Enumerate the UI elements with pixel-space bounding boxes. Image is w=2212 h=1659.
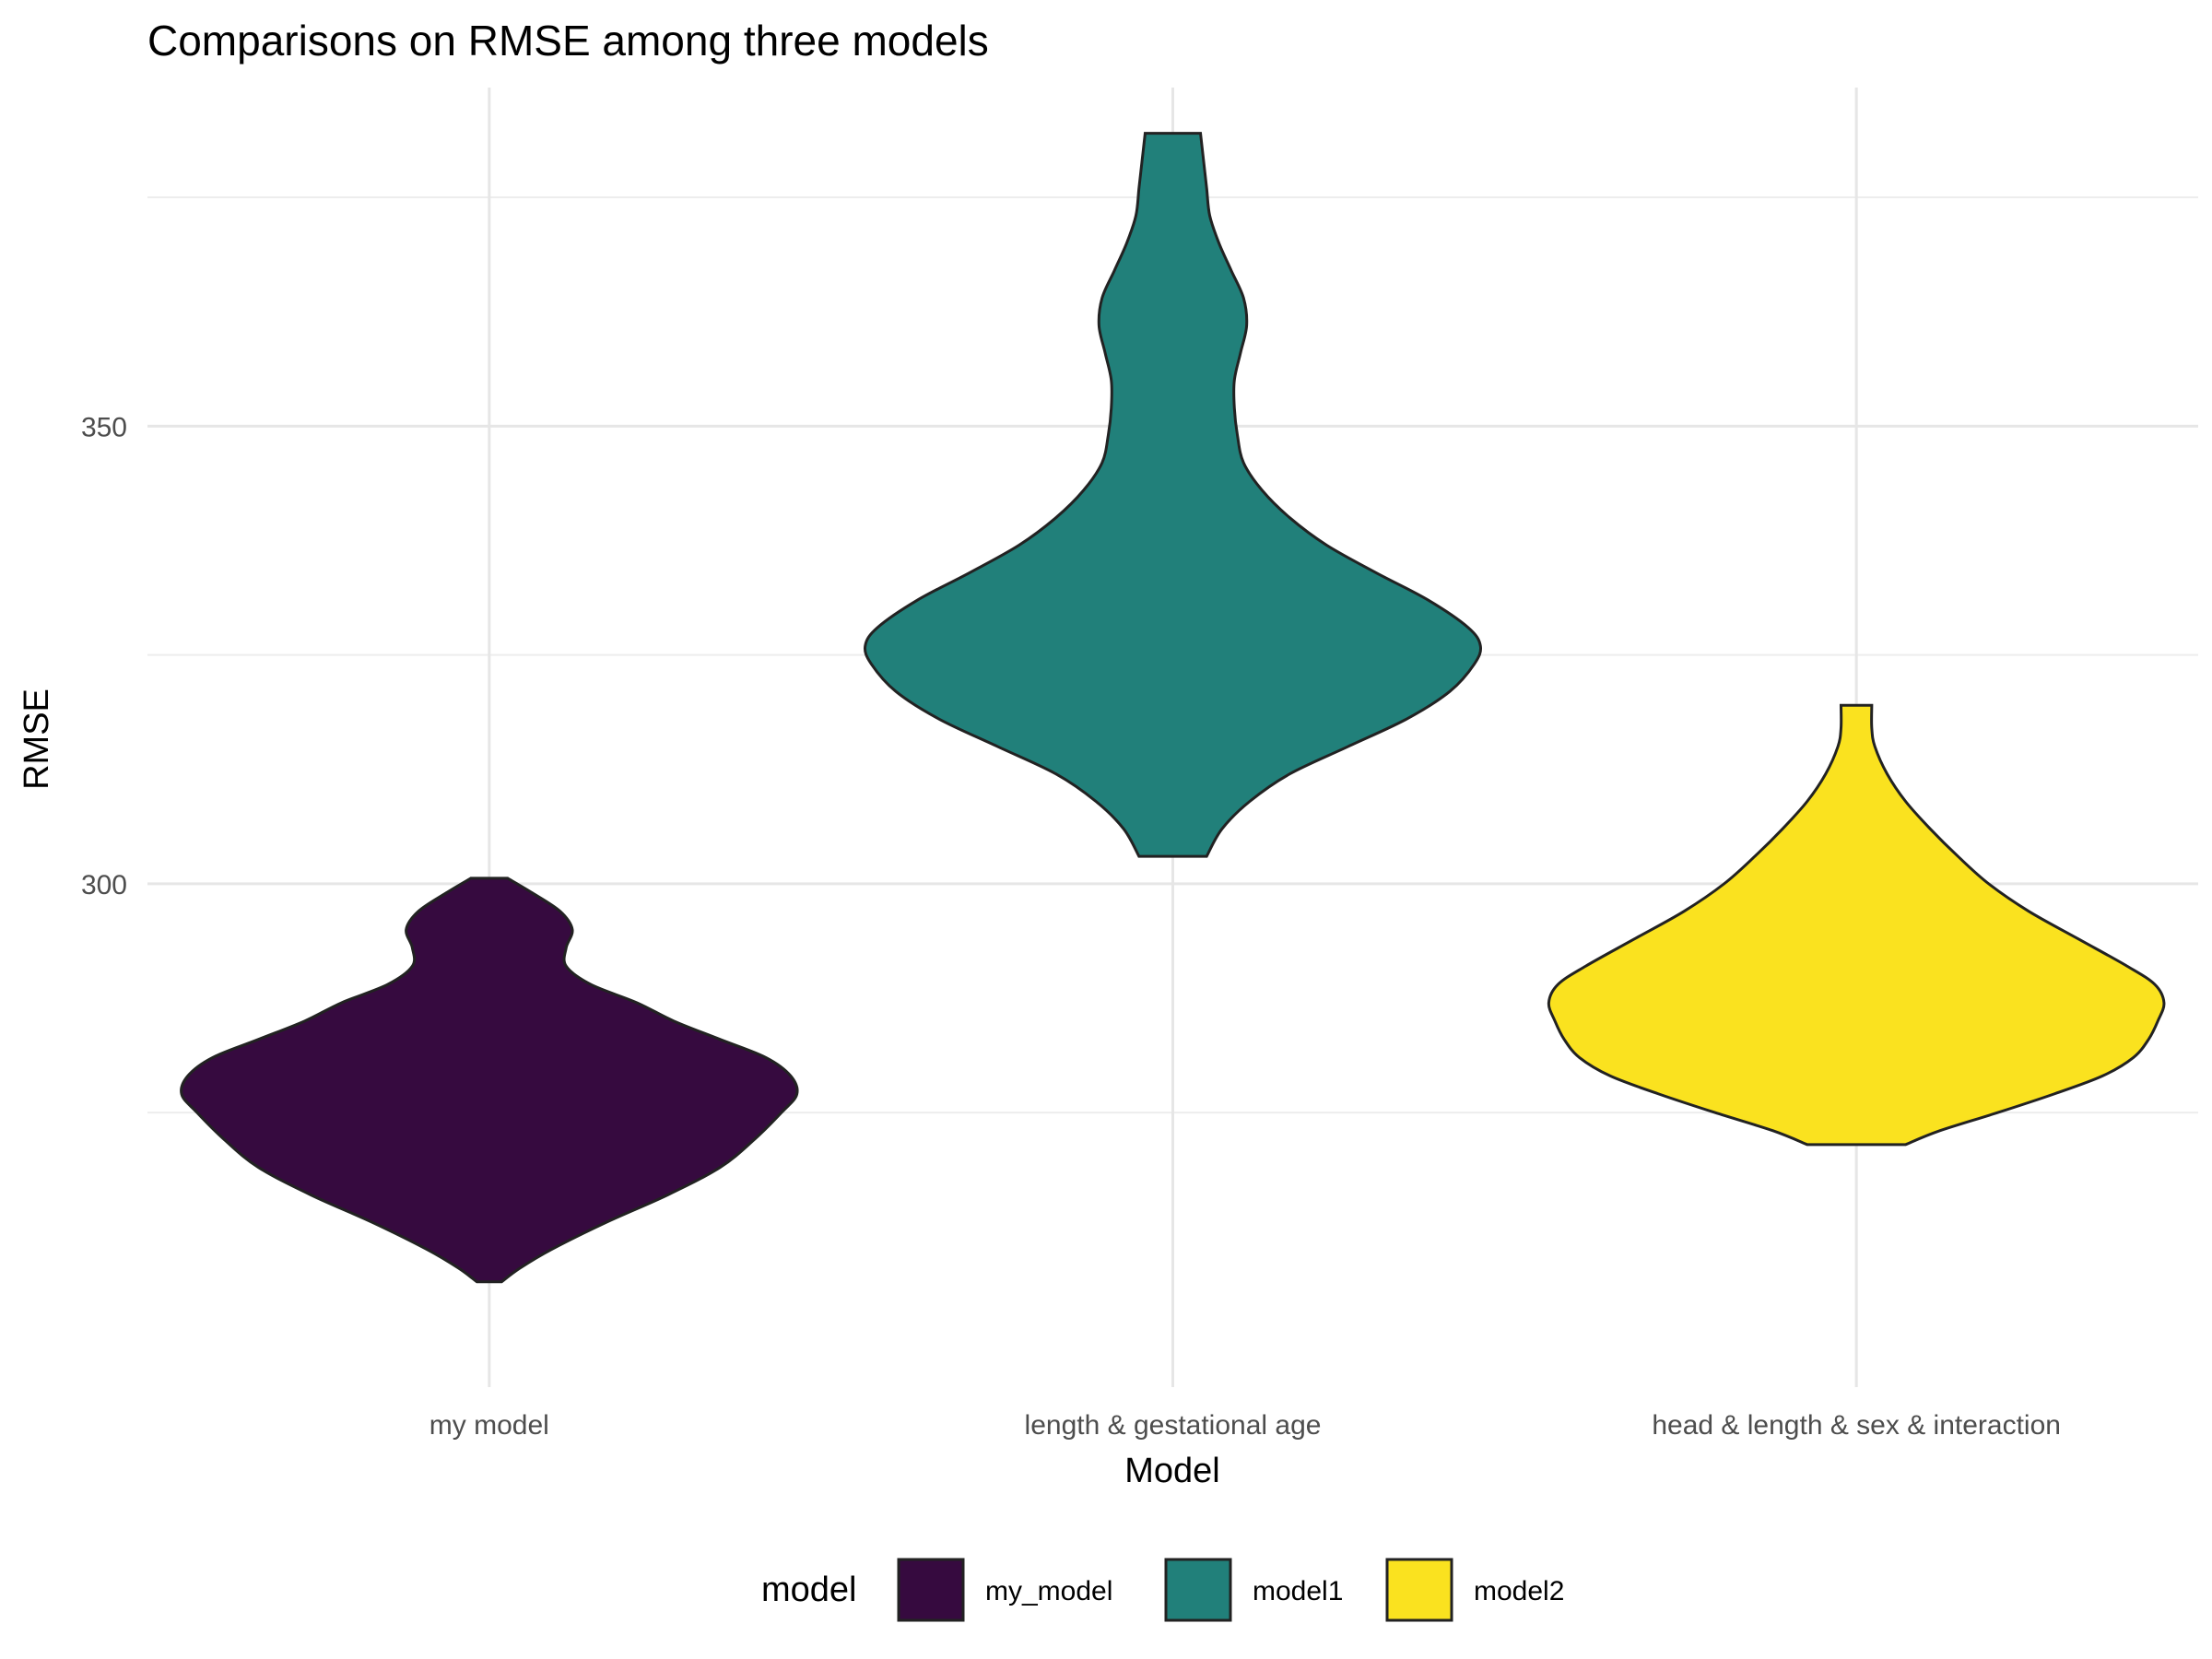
x-tick-label: my model <box>429 1410 549 1441</box>
violin-series <box>180 132 2166 1284</box>
violin-my-model <box>180 877 799 1284</box>
legend-key-model1 <box>1164 1558 1232 1622</box>
legend-title: model <box>761 1571 857 1609</box>
y-tick-label: 300 <box>81 870 127 900</box>
x-tick-label: head & length & sex & interaction <box>1652 1410 2061 1441</box>
x-tick-label: length & gestational age <box>1025 1410 1322 1441</box>
legend-key-my-model <box>897 1558 965 1622</box>
legend: model my_model model1 model2 <box>761 1558 1564 1622</box>
chart-title: Comparisons on RMSE among three models <box>147 17 989 65</box>
y-tick-label: 350 <box>81 412 127 442</box>
violin-model1 <box>863 132 1483 858</box>
y-axis-title: RMSE <box>18 688 56 790</box>
legend-label: my_model <box>985 1576 1112 1606</box>
axis-ticks: 300 350 my model length & gestational age he… <box>81 412 2061 1441</box>
violin-model2 <box>1547 703 2166 1147</box>
legend-label: model2 <box>1474 1576 1564 1606</box>
legend-label: model1 <box>1253 1576 1343 1606</box>
x-axis-title: Model <box>1124 1452 1220 1490</box>
legend-key-model2 <box>1385 1558 1453 1622</box>
